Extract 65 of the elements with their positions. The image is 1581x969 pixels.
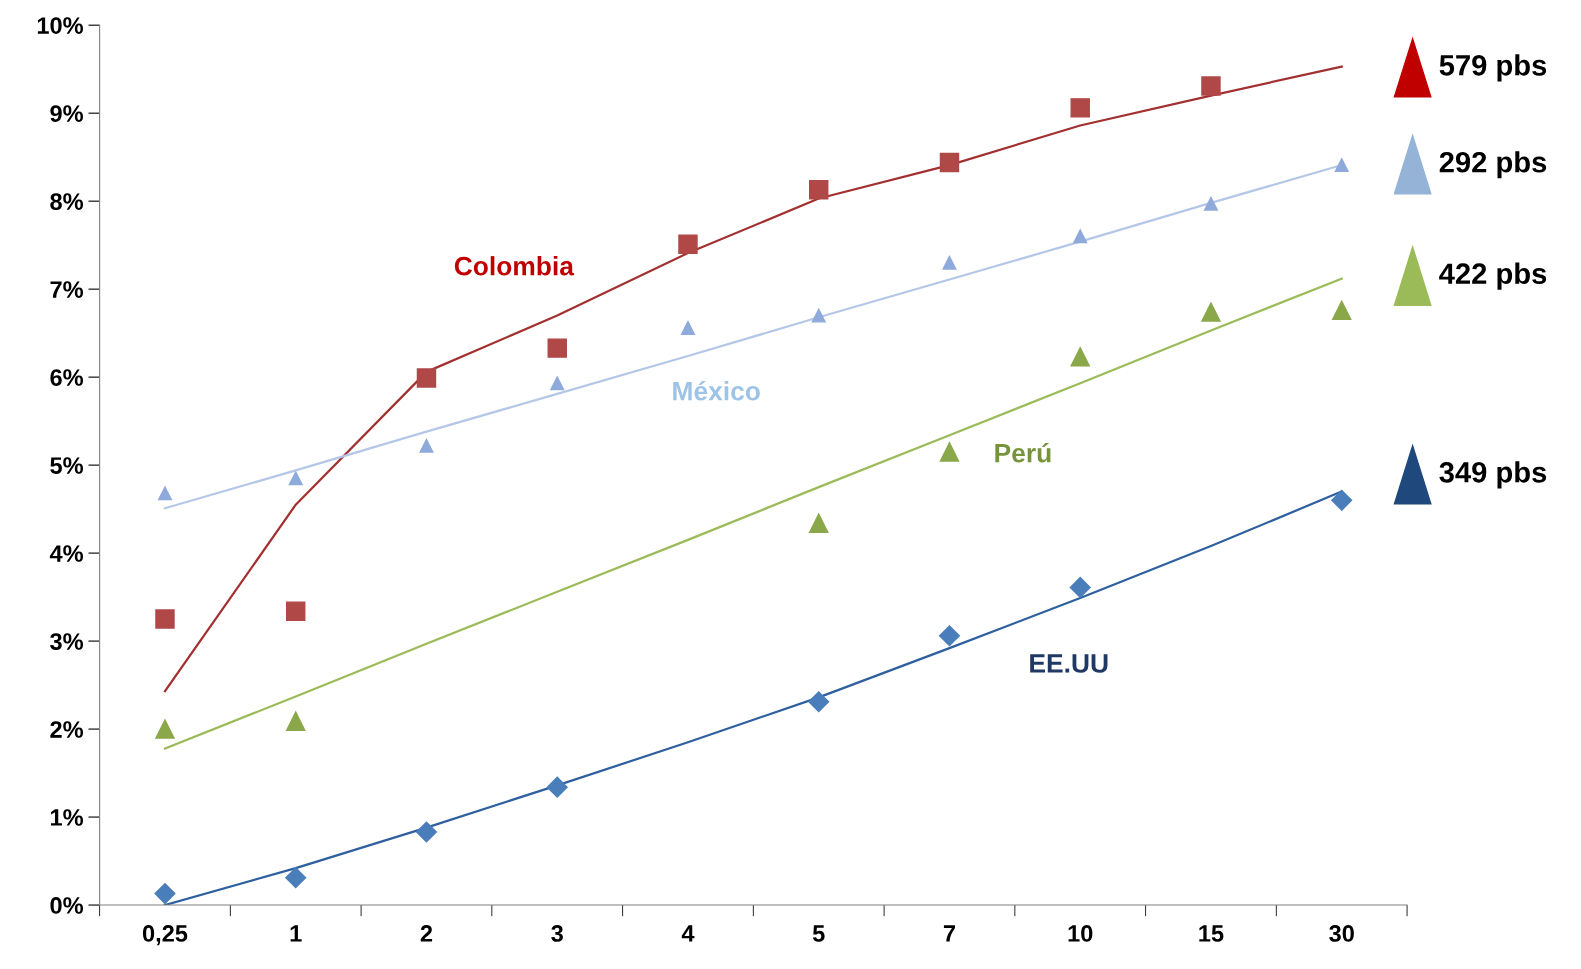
- point: [1201, 76, 1221, 96]
- point: [550, 376, 565, 391]
- point: [1334, 158, 1349, 173]
- y-tick-label: 10%: [37, 17, 84, 34]
- point: [286, 711, 306, 731]
- point: [1331, 489, 1353, 511]
- point: [942, 255, 957, 270]
- point: [808, 180, 829, 200]
- y-tick-label: 4%: [49, 545, 84, 562]
- point: [547, 338, 567, 358]
- x-tick-label: 15: [1199, 925, 1224, 942]
- annotation: EE.UU: [1030, 654, 1108, 673]
- annotation: Colombia: [454, 256, 575, 276]
- x-tick-label: 3: [551, 925, 563, 942]
- x-tick-label: 30: [1329, 925, 1354, 942]
- y-tick-label: 1%: [50, 809, 84, 826]
- point: [155, 719, 175, 739]
- point: [811, 308, 826, 323]
- text: 579 pbs: [1439, 54, 1547, 82]
- x-tick-label: 0,25: [142, 925, 188, 946]
- point: [1069, 576, 1091, 598]
- x-tick-label: 10: [1068, 925, 1093, 942]
- text: 292 pbs: [1439, 151, 1547, 179]
- point: [808, 691, 830, 713]
- x-tick-label: 5: [812, 925, 825, 942]
- point: [157, 486, 172, 501]
- x-tick-label: 1: [290, 925, 302, 942]
- y-tick-label: 2%: [50, 721, 84, 738]
- point: [1070, 347, 1090, 367]
- point: [419, 438, 434, 453]
- point: [288, 471, 303, 486]
- point: [1331, 300, 1352, 320]
- text: 422 pbs: [1439, 262, 1547, 290]
- x-tick-label: 4: [681, 925, 695, 942]
- x-tick-label: 2: [420, 925, 433, 942]
- point: [1070, 98, 1090, 118]
- x-tick-label: 7: [943, 925, 955, 942]
- point: [678, 234, 698, 255]
- point: [154, 883, 176, 905]
- y-tick-label: 5%: [50, 457, 84, 474]
- point: [938, 625, 960, 647]
- point: [680, 320, 695, 335]
- y-tick-label: 0%: [50, 897, 84, 914]
- y-tick-label: 7%: [50, 281, 84, 298]
- y-tick-label: 9%: [50, 105, 84, 122]
- annotation: Perú: [995, 442, 1051, 463]
- point: [415, 821, 437, 843]
- y-tick-label: 8%: [50, 193, 84, 210]
- y-tick-label: 6%: [50, 369, 84, 386]
- point: [155, 609, 175, 629]
- point: [285, 867, 307, 889]
- point: [1203, 196, 1218, 211]
- point: [546, 776, 568, 798]
- point: [1073, 229, 1088, 244]
- line-series: [163, 65, 1343, 693]
- point: [808, 513, 829, 533]
- y-tick-label: 3%: [50, 633, 84, 650]
- point: [1201, 302, 1221, 322]
- point: [286, 601, 306, 621]
- line-series: [163, 277, 1343, 750]
- point: [416, 368, 437, 388]
- point: [939, 442, 960, 462]
- text: 349 pbs: [1439, 461, 1547, 489]
- point: [939, 152, 960, 173]
- annotation: México: [673, 380, 760, 401]
